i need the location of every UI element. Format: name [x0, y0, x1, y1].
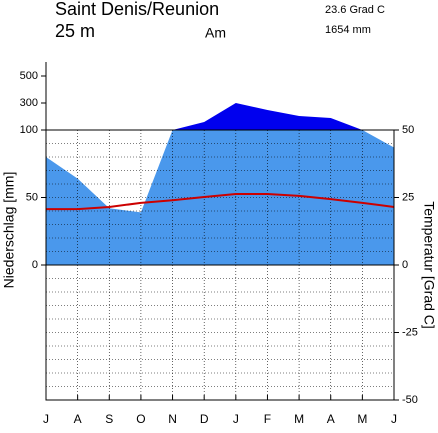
precipitation-area-above: [172, 103, 363, 130]
temperature-line: [46, 192, 395, 211]
y-tick-label: 50: [26, 191, 38, 203]
y-upper-tick-label: 300: [20, 97, 38, 109]
x-tick-label: J: [391, 412, 397, 426]
x-tick-label: D: [200, 412, 209, 426]
x-tick-label: A: [327, 412, 335, 426]
y-tick-label: 100: [20, 124, 38, 136]
elevation: 25 m: [55, 21, 95, 41]
y2-tick-label: 25: [402, 191, 414, 203]
y2-tick-label: -50: [402, 394, 418, 406]
annual-temperature: 23.6 Grad C: [325, 4, 385, 16]
y2-tick-label: 0: [402, 259, 408, 271]
x-tick-label: S: [105, 412, 113, 426]
x-tick-label: A: [74, 412, 82, 426]
y2-axis-label: Temperatur [Grad C]: [421, 201, 437, 329]
x-tick-label: J: [233, 412, 239, 426]
climate-class: Am: [205, 25, 226, 41]
y2-tick-label: -25: [402, 326, 418, 338]
x-tick-label: M: [357, 412, 367, 426]
x-tick-label: O: [136, 412, 145, 426]
y2-tick-label: 50: [402, 124, 414, 136]
y-axis-label: Niederschlag [mm]: [1, 172, 17, 289]
y-upper-tick-label: 500: [20, 70, 38, 82]
chart-title: Saint Denis/Reunion: [55, 0, 219, 19]
y-tick-label: 0: [32, 259, 38, 271]
x-tick-label: N: [168, 412, 177, 426]
x-tick-label: M: [294, 412, 304, 426]
annual-precipitation: 1654 mm: [325, 24, 371, 36]
x-tick-label: F: [264, 412, 271, 426]
x-tick-label: J: [43, 412, 49, 426]
